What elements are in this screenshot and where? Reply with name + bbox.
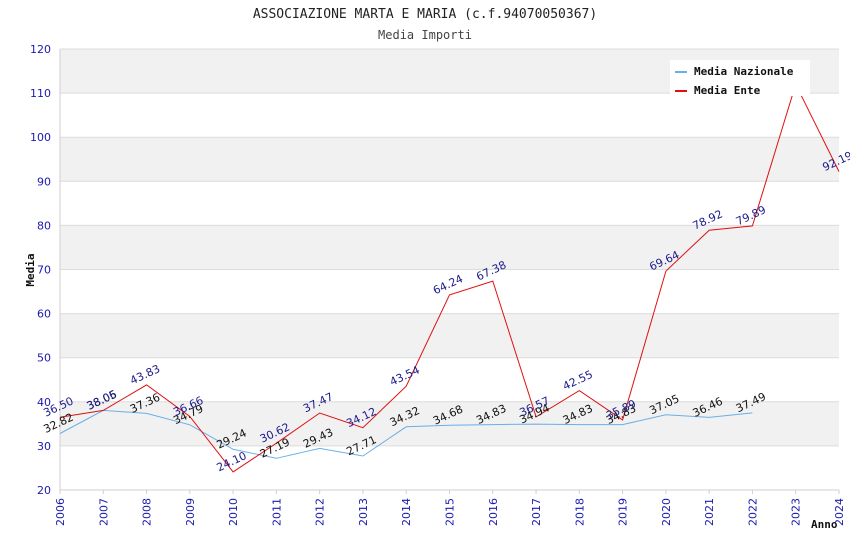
x-tick-label: 2013 bbox=[357, 498, 370, 526]
x-tick-label: 2017 bbox=[530, 498, 543, 526]
series-lines bbox=[59, 82, 840, 473]
chart-title: ASSOCIAZIONE MARTA E MARIA (c.f.94070050… bbox=[253, 7, 597, 22]
y-tick-labels: 20 30 40 50 60 70 80 90 100 110 120 bbox=[30, 43, 51, 497]
x-tick-label: 2014 bbox=[400, 498, 413, 526]
y-tick-label: 50 bbox=[37, 352, 51, 365]
x-tick-label: 2015 bbox=[444, 498, 457, 526]
grid-band bbox=[60, 225, 839, 270]
grid-band bbox=[60, 401, 839, 446]
x-tick-label: 2018 bbox=[573, 498, 586, 526]
legend: Media Nazionale Media Ente bbox=[670, 60, 810, 97]
y-tick-label: 40 bbox=[37, 396, 51, 409]
x-tick-label: 2023 bbox=[790, 498, 803, 526]
grid-band bbox=[60, 93, 839, 138]
x-tick-labels: 2006 2007 2008 2009 2010 2011 2012 2013 2014 2015… bbox=[54, 498, 846, 526]
y-tick-label: 120 bbox=[30, 43, 51, 56]
x-tick-label: 2011 bbox=[270, 498, 283, 526]
y-tick-label: 90 bbox=[37, 175, 51, 188]
x-tick-label: 2020 bbox=[660, 498, 673, 526]
y-tick-label: 80 bbox=[37, 219, 51, 232]
x-tick-label: 2019 bbox=[617, 498, 630, 526]
x-tick-label: 2006 bbox=[54, 498, 67, 526]
y-axis-label: Media bbox=[24, 253, 37, 286]
x-axis-label: Anno bbox=[811, 518, 838, 531]
x-tick-label: 2009 bbox=[184, 498, 197, 526]
grid-band bbox=[60, 269, 839, 314]
x-tick-label: 2021 bbox=[703, 498, 716, 526]
grid-band bbox=[60, 313, 839, 358]
legend-background bbox=[670, 60, 810, 96]
x-tick-label: 2007 bbox=[97, 498, 110, 526]
y-tick-label: 100 bbox=[30, 131, 51, 144]
grid-band bbox=[60, 137, 839, 182]
plot-frame bbox=[59, 49, 840, 494]
y-tick-label: 70 bbox=[37, 264, 51, 277]
x-tick-label: 2022 bbox=[746, 498, 759, 526]
x-tick-label: 2016 bbox=[487, 498, 500, 526]
chart-subtitle: Media Importi bbox=[378, 28, 472, 42]
grid-band bbox=[60, 357, 839, 402]
grid-band bbox=[60, 445, 839, 490]
x-tick-label: 2012 bbox=[314, 498, 327, 526]
legend-label-media-ente: Media Ente bbox=[694, 84, 761, 97]
series-line-media-nazionale bbox=[59, 409, 753, 459]
legend-label-media-nazionale: Media Nazionale bbox=[694, 65, 794, 78]
grid-band bbox=[60, 181, 839, 226]
y-tick-label: 20 bbox=[37, 484, 51, 497]
x-tick-label: 2008 bbox=[141, 498, 154, 526]
y-tick-label: 110 bbox=[30, 87, 51, 100]
series-line-media-ente bbox=[59, 82, 840, 473]
plot-background-bands bbox=[60, 49, 839, 490]
x-tick-label: 2010 bbox=[227, 498, 240, 526]
y-tick-label: 60 bbox=[37, 308, 51, 321]
y-tick-label: 30 bbox=[37, 440, 51, 453]
x-tick-label: 2024 bbox=[833, 498, 846, 526]
